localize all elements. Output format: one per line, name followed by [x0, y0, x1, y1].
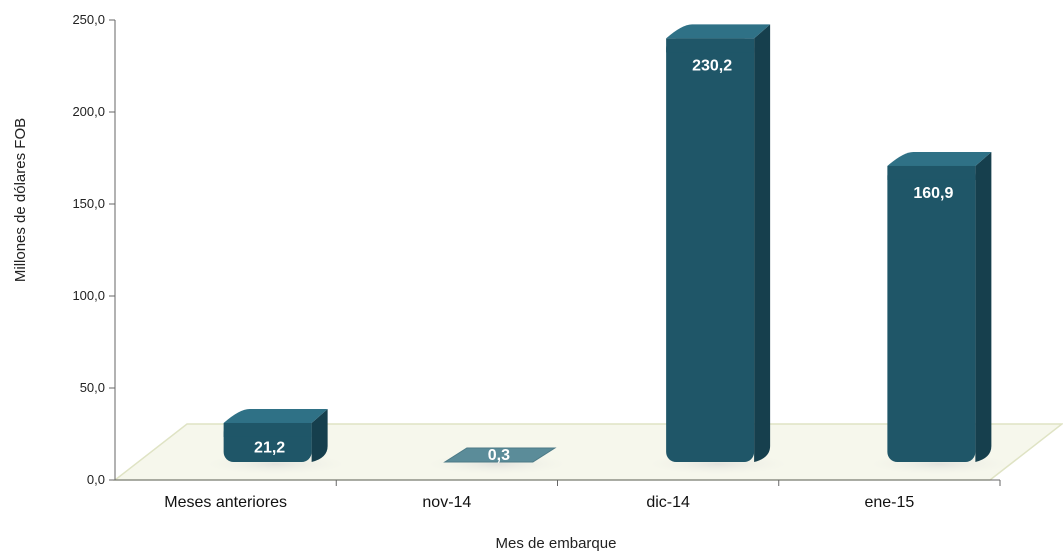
data-label: 160,9 [913, 185, 953, 202]
bar-front [887, 165, 976, 462]
y-tick-label: 50,0 [80, 380, 105, 395]
x-tick-label: nov-14 [422, 494, 471, 511]
bar: 0,3 [430, 447, 563, 474]
y-tick-label: 150,0 [72, 196, 105, 211]
x-tick-label: Meses anteriores [164, 494, 287, 511]
bar-top [443, 447, 557, 463]
bar-front-cap [223, 422, 312, 437]
x-tick-label: dic-14 [646, 494, 690, 511]
bar-side [754, 24, 771, 462]
bar-top [666, 24, 771, 39]
y-axis-title: Millones de dólares FOB [12, 118, 29, 282]
bar-side [975, 151, 992, 462]
bar: 21,2 [209, 408, 342, 474]
bar: 160,9 [873, 151, 1006, 474]
y-axis: 0,0 50,0 100,0 150,0 200,0 250,0 [72, 12, 1000, 487]
x-axis: Meses anteriores nov-14 dic-14 ene-15 [164, 480, 1001, 511]
y-tick-label: 250,0 [72, 12, 105, 27]
x-axis-title: Mes de embarque [496, 535, 617, 552]
y-tick-label: 0,0 [87, 472, 105, 487]
bars: 21,2 0,3 230,2 160,9 [209, 24, 1006, 474]
data-label: 0,3 [488, 447, 510, 464]
bar-side [311, 408, 328, 462]
x-tick-label: ene-15 [864, 494, 914, 511]
bar-top [887, 151, 992, 166]
data-label: 21,2 [254, 439, 285, 456]
data-label: 230,2 [692, 57, 732, 74]
bar-top [223, 408, 328, 423]
bar-front [666, 38, 755, 462]
y-tick-label: 100,0 [72, 288, 105, 303]
bar-front-cap [666, 38, 755, 53]
bar: 230,2 [652, 24, 785, 474]
y-tick-label: 200,0 [72, 104, 105, 119]
bar-front-cap [887, 165, 976, 180]
